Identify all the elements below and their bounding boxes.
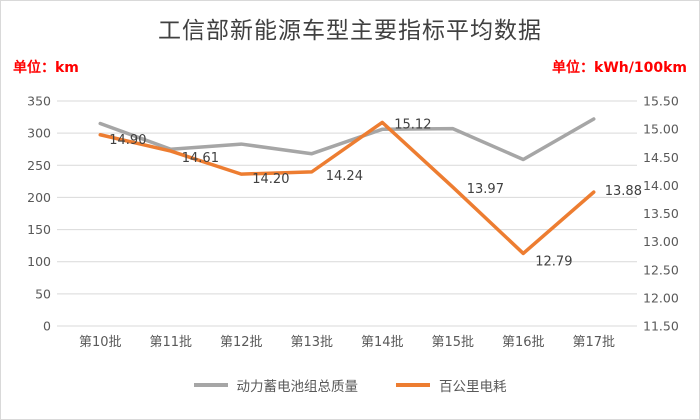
left-axis-tick-label: 0 [43,319,51,334]
chart-legend: 动力蓄电池组总质量 百公里电耗 [1,375,699,395]
data-point-label: 13.88 [605,184,642,199]
data-point-label: 14.20 [252,172,289,187]
data-point-label: 14.90 [109,133,146,148]
x-axis-category-label: 第14批 [361,335,404,350]
left-axis-unit-label: 单位：km [13,60,79,76]
left-axis-tick-label: 250 [27,158,51,173]
legend-label-battery-mass: 动力蓄电池组总质量 [236,379,359,395]
legend-item-battery-mass: 动力蓄电池组总质量 [193,375,359,395]
x-axis-category-label: 第13批 [290,335,333,350]
legend-swatch-orange-line [396,383,430,387]
left-axis-tick-label: 200 [27,190,51,205]
data-point-label: 15.12 [394,117,431,132]
data-point-label: 12.79 [535,254,572,269]
right-axis-unit-label: 单位：kWh/100km [552,60,687,76]
series-line-0 [98,117,596,162]
data-point-label: 14.61 [182,151,219,166]
chart-title: 工信部新能源车型主要指标平均数据 [158,18,542,44]
right-axis-tick-label: 15.00 [643,122,679,137]
series-line-1 [98,120,596,256]
data-point-label: 14.24 [326,169,363,184]
left-axis-tick-label: 350 [27,94,51,109]
right-axis-tick-label: 11.50 [643,319,679,334]
x-axis-category-label: 第15批 [431,335,474,350]
left-axis-tick-label: 150 [27,222,51,237]
x-axis-category-label: 第10批 [79,335,122,350]
x-axis-category-label: 第16批 [502,335,545,350]
right-axis-tick-label: 12.50 [643,262,679,277]
right-axis-tick-label: 14.50 [643,150,679,165]
right-axis-tick-label: 13.50 [643,206,679,221]
legend-label-energy-consumption: 百公里电耗 [439,379,507,395]
left-axis-tick-label: 100 [27,254,51,269]
right-axis-tick-label: 15.50 [643,94,679,109]
legend-item-energy-consumption: 百公里电耗 [396,375,507,395]
x-axis-category-label: 第12批 [220,335,263,350]
x-axis-category-label: 第17批 [572,335,615,350]
left-axis-tick-label: 300 [27,126,51,141]
right-axis-tick-label: 13.00 [643,234,679,249]
left-axis-tick-label: 50 [35,286,51,301]
right-axis-tick-label: 14.00 [643,178,679,193]
right-axis-tick-label: 12.00 [643,290,679,305]
data-point-label: 13.97 [467,182,504,197]
legend-swatch-gray-line [193,383,228,387]
x-axis-category-label: 第11批 [149,335,192,350]
